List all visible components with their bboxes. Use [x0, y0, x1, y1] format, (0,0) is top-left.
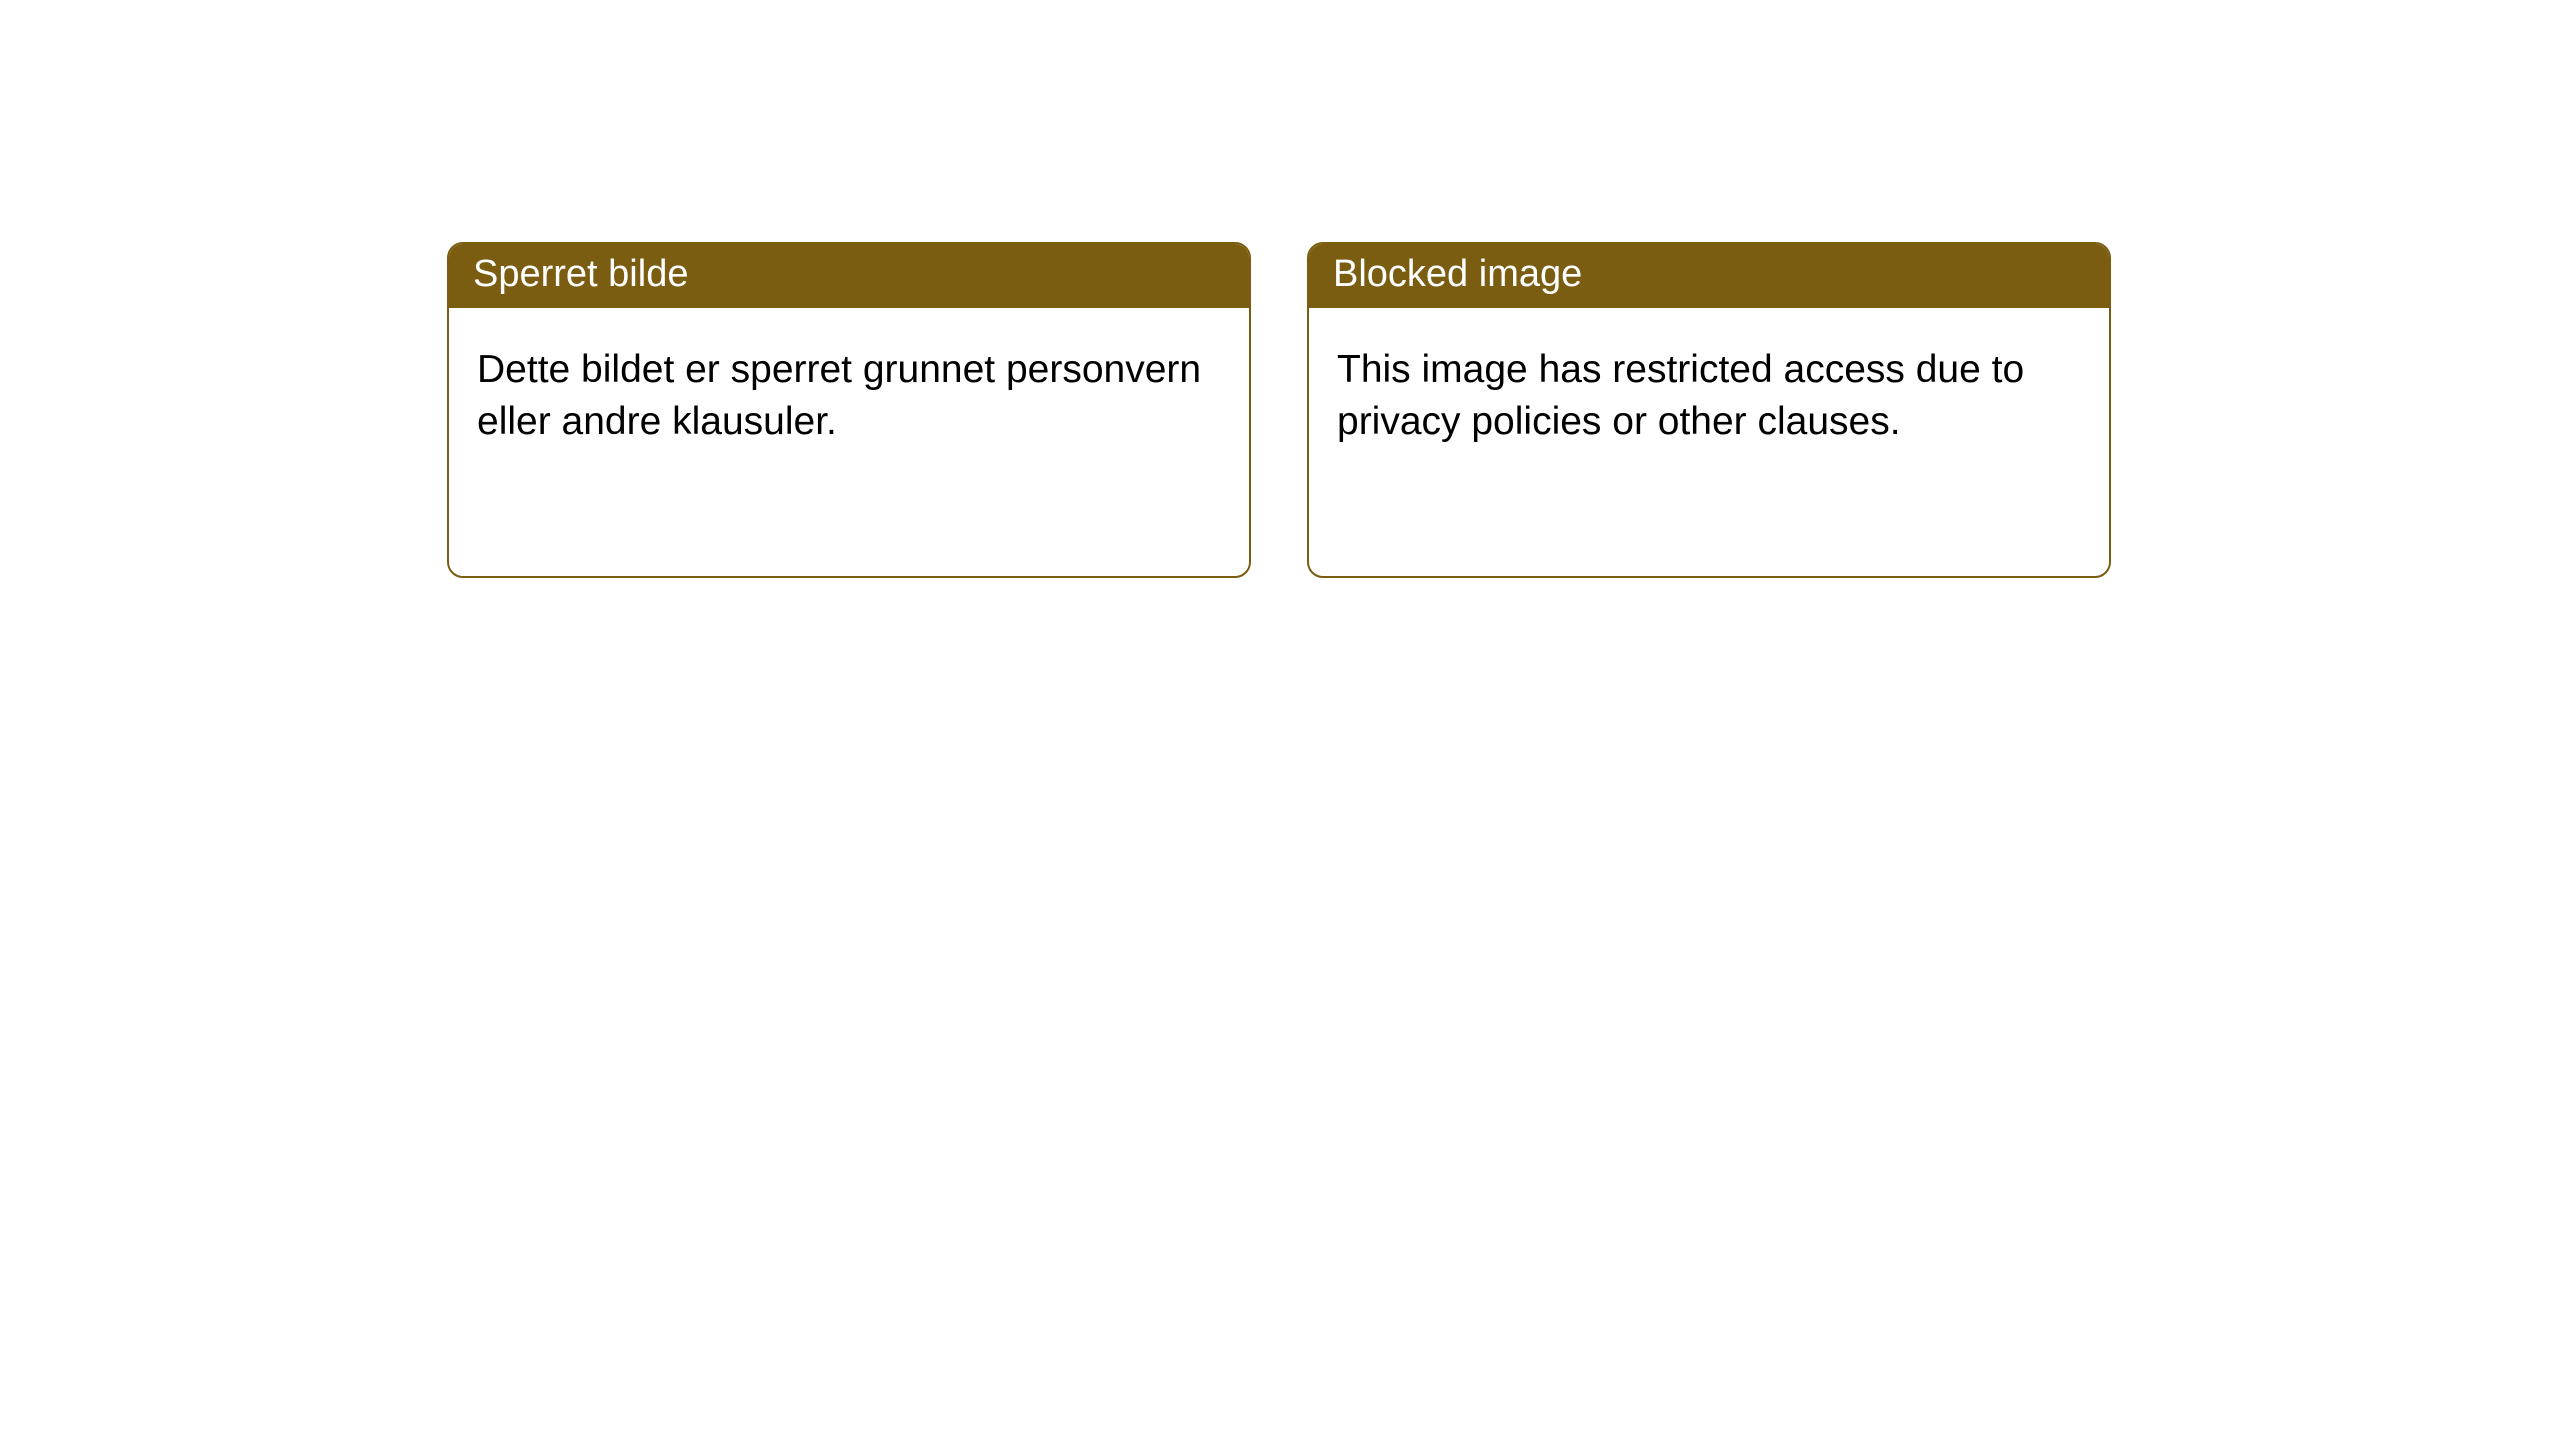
card-body-english: This image has restricted access due to …	[1309, 308, 2109, 477]
card-title-norwegian: Sperret bilde	[449, 244, 1249, 308]
blocked-image-card-english: Blocked image This image has restricted …	[1307, 242, 2111, 578]
card-title-english: Blocked image	[1309, 244, 2109, 308]
card-body-norwegian: Dette bildet er sperret grunnet personve…	[449, 308, 1249, 477]
cards-container: Sperret bilde Dette bildet er sperret gr…	[0, 0, 2560, 578]
blocked-image-card-norwegian: Sperret bilde Dette bildet er sperret gr…	[447, 242, 1251, 578]
